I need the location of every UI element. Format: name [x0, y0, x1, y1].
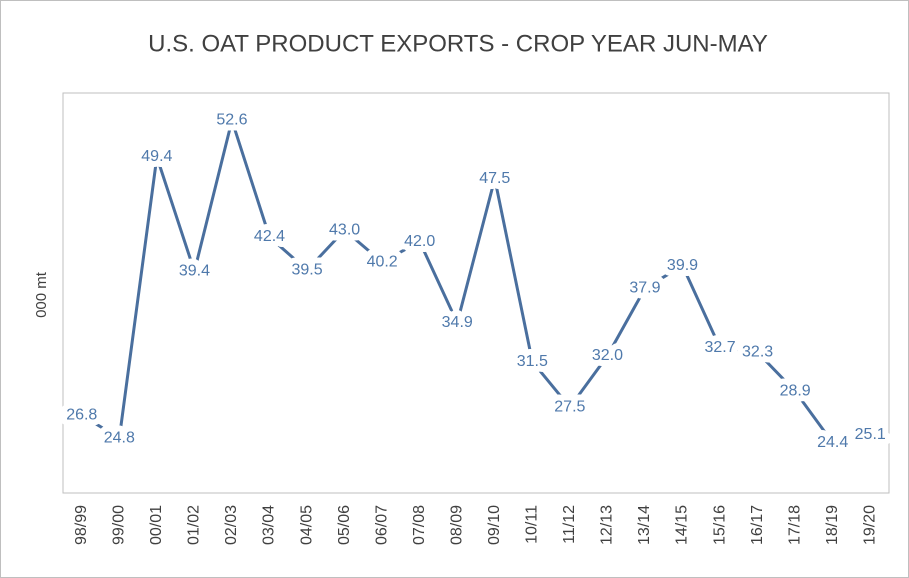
- x-tick-label: 05/06: [336, 505, 353, 545]
- x-tick-label: 04/05: [298, 505, 315, 545]
- chart-title: U.S. OAT PRODUCT EXPORTS - CROP YEAR JUN…: [148, 30, 768, 57]
- data-label: 47.5: [479, 170, 510, 187]
- data-label: 43.0: [329, 221, 360, 238]
- data-label: 32.3: [742, 344, 773, 361]
- data-label: 37.9: [629, 280, 660, 297]
- x-tick-label: 98/99: [73, 505, 90, 545]
- data-label: 42.4: [254, 228, 285, 245]
- data-label: 24.4: [817, 434, 848, 451]
- x-tick-label: 17/18: [786, 505, 803, 545]
- x-tick-label: 09/10: [486, 505, 503, 545]
- x-tick-label: 13/14: [636, 505, 653, 545]
- data-label: 39.4: [179, 263, 210, 280]
- data-label: 42.0: [404, 233, 435, 250]
- data-label: 52.6: [216, 112, 247, 129]
- line: [80, 118, 871, 445]
- x-tick-label: 11/12: [561, 505, 578, 544]
- data-label: 32.0: [592, 347, 623, 364]
- plot-area: [62, 92, 890, 494]
- data-label: 27.5: [554, 399, 585, 416]
- x-tick-label: 14/15: [674, 505, 691, 545]
- y-axis-label: 000 mt: [33, 271, 50, 318]
- data-label: 24.8: [104, 429, 135, 446]
- x-tick-label: 02/03: [223, 505, 240, 545]
- x-tick-label: 99/00: [111, 505, 128, 545]
- x-tick-label: 03/04: [261, 505, 278, 545]
- data-label: 26.8: [66, 407, 97, 424]
- data-label: 25.1: [855, 426, 886, 443]
- x-tick-label: 10/11: [524, 505, 541, 544]
- data-label: 31.5: [517, 353, 548, 370]
- data-label: 40.2: [367, 253, 398, 270]
- data-label: 34.9: [442, 314, 473, 331]
- x-tick-label: 08/09: [448, 505, 465, 545]
- x-tick-label: 01/02: [186, 505, 203, 545]
- data-label: 39.5: [291, 261, 322, 278]
- data-label: 49.4: [141, 148, 172, 165]
- x-tick-label: 12/13: [599, 505, 616, 545]
- x-tick-label: 19/20: [861, 505, 878, 545]
- data-label: 32.7: [704, 339, 735, 356]
- x-tick-label: 15/16: [711, 505, 728, 545]
- x-tick-label: 06/07: [373, 505, 390, 545]
- data-label: 28.9: [780, 383, 811, 400]
- x-tick-label: 18/19: [824, 505, 841, 545]
- x-tick-label: 07/08: [411, 505, 428, 545]
- x-tick-label: 16/17: [749, 505, 766, 545]
- data-label: 39.9: [667, 257, 698, 274]
- x-tick-label: 00/01: [148, 505, 165, 545]
